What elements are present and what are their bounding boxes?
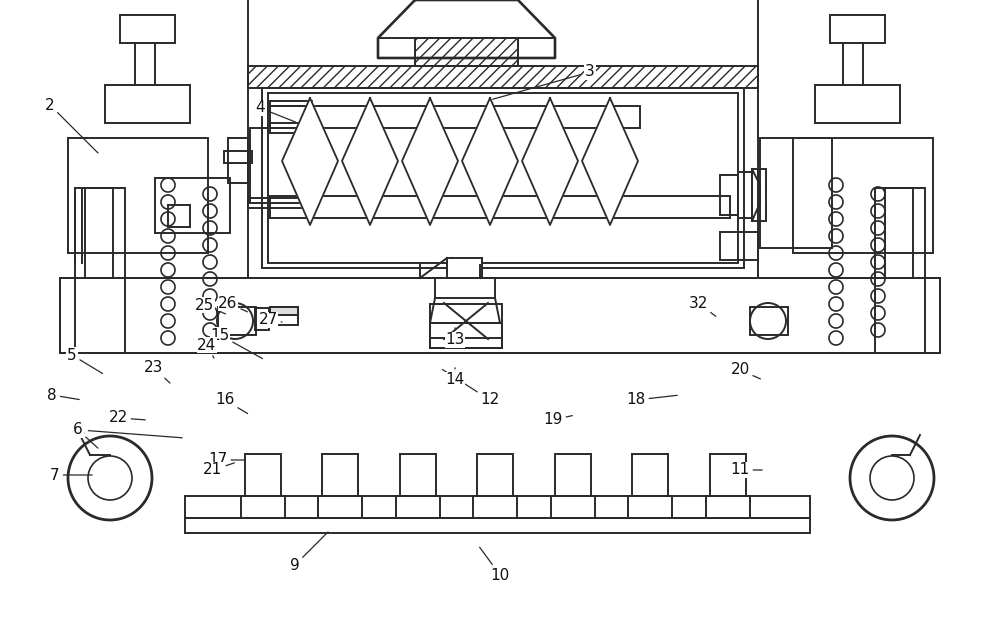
Text: 8: 8 bbox=[47, 387, 79, 403]
Bar bbox=[400, 454, 436, 496]
Bar bbox=[250, 128, 305, 203]
Bar bbox=[185, 496, 810, 518]
Bar bbox=[815, 85, 900, 123]
Polygon shape bbox=[378, 0, 555, 58]
Text: 23: 23 bbox=[144, 361, 170, 383]
Bar bbox=[245, 454, 281, 496]
Text: 18: 18 bbox=[626, 392, 677, 408]
Text: 1: 1 bbox=[75, 422, 182, 438]
Bar bbox=[155, 178, 230, 233]
Bar bbox=[85, 188, 113, 278]
Text: 24: 24 bbox=[197, 337, 217, 358]
Text: 14: 14 bbox=[445, 368, 465, 387]
Polygon shape bbox=[522, 98, 578, 225]
Bar bbox=[68, 138, 208, 253]
Bar bbox=[430, 323, 502, 348]
Text: 12: 12 bbox=[442, 370, 500, 408]
Bar bbox=[415, 38, 518, 66]
Bar bbox=[168, 205, 190, 227]
Text: 4: 4 bbox=[255, 101, 295, 122]
Bar bbox=[60, 278, 940, 353]
Text: 7: 7 bbox=[50, 468, 92, 482]
Text: 25: 25 bbox=[195, 298, 225, 314]
Bar bbox=[248, 66, 758, 88]
Bar bbox=[268, 93, 738, 263]
Bar bbox=[120, 15, 175, 43]
Bar bbox=[270, 123, 312, 133]
Bar bbox=[322, 454, 358, 496]
Bar bbox=[218, 307, 256, 335]
Bar bbox=[885, 188, 913, 278]
Bar bbox=[270, 307, 298, 325]
Bar bbox=[262, 88, 744, 268]
Text: 15: 15 bbox=[210, 327, 263, 359]
Bar bbox=[720, 175, 738, 215]
Bar bbox=[720, 232, 758, 260]
Bar bbox=[473, 496, 517, 518]
Text: 19: 19 bbox=[543, 413, 572, 427]
Bar bbox=[241, 496, 285, 518]
Text: 13: 13 bbox=[445, 328, 465, 348]
Bar bbox=[270, 101, 312, 106]
Bar bbox=[224, 151, 252, 163]
Bar bbox=[248, 0, 758, 278]
Bar bbox=[760, 138, 832, 248]
Text: 11: 11 bbox=[730, 463, 762, 477]
Bar bbox=[447, 258, 482, 278]
Text: 10: 10 bbox=[480, 548, 510, 582]
Bar bbox=[75, 188, 125, 353]
Polygon shape bbox=[462, 98, 518, 225]
Bar bbox=[628, 496, 672, 518]
Text: 20: 20 bbox=[730, 363, 760, 379]
Bar bbox=[706, 496, 750, 518]
Text: 6: 6 bbox=[73, 422, 98, 448]
Bar bbox=[632, 454, 668, 496]
Bar bbox=[430, 304, 502, 338]
Bar bbox=[710, 454, 746, 496]
Bar bbox=[396, 496, 440, 518]
Text: 5: 5 bbox=[67, 348, 103, 373]
Bar bbox=[830, 15, 885, 43]
Bar bbox=[793, 138, 933, 253]
Bar bbox=[62, 280, 938, 351]
Text: 16: 16 bbox=[215, 392, 248, 413]
Text: 2: 2 bbox=[45, 97, 98, 153]
Bar bbox=[270, 196, 730, 218]
Bar bbox=[318, 496, 362, 518]
Polygon shape bbox=[402, 98, 458, 225]
Text: 27: 27 bbox=[258, 313, 282, 327]
Bar bbox=[875, 188, 925, 353]
Polygon shape bbox=[342, 98, 398, 225]
Bar bbox=[430, 323, 502, 348]
Text: 32: 32 bbox=[688, 296, 716, 316]
Text: 3: 3 bbox=[493, 65, 595, 99]
Bar bbox=[555, 454, 591, 496]
Bar bbox=[228, 138, 248, 183]
Text: 26: 26 bbox=[218, 296, 247, 312]
Text: 22: 22 bbox=[108, 410, 145, 425]
Polygon shape bbox=[282, 98, 338, 225]
Polygon shape bbox=[582, 98, 638, 225]
Text: 9: 9 bbox=[290, 532, 328, 572]
Bar bbox=[60, 278, 940, 353]
Bar bbox=[248, 198, 308, 208]
Bar bbox=[270, 307, 298, 315]
Bar bbox=[738, 172, 752, 218]
Bar bbox=[255, 308, 269, 330]
Bar bbox=[270, 106, 640, 128]
Bar bbox=[105, 85, 190, 123]
Text: 17: 17 bbox=[208, 453, 245, 468]
Text: 21: 21 bbox=[203, 463, 234, 477]
Bar bbox=[752, 169, 766, 221]
Bar bbox=[435, 278, 495, 298]
Bar bbox=[185, 518, 810, 533]
Bar bbox=[477, 454, 513, 496]
Bar bbox=[551, 496, 595, 518]
Bar bbox=[750, 307, 788, 335]
